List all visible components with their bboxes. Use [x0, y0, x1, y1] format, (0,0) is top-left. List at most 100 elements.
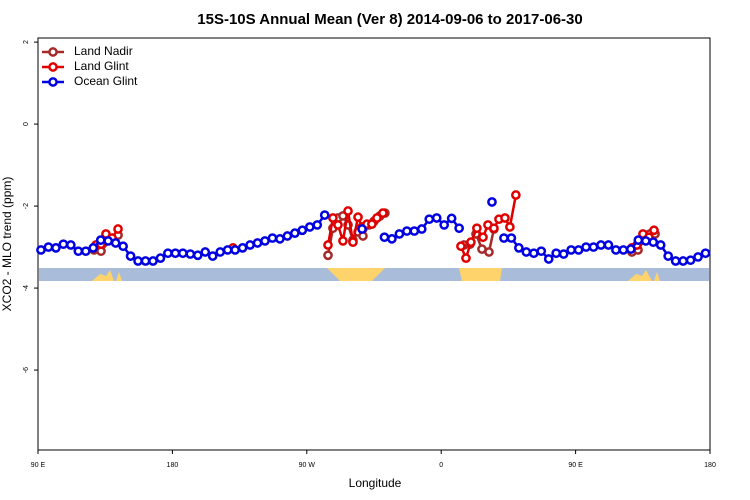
data-point [80, 246, 91, 257]
data-point [446, 213, 457, 224]
data-point [333, 220, 343, 230]
y-tick-label: -4 [23, 285, 30, 291]
data-point [573, 245, 584, 255]
data-point [357, 224, 367, 234]
data-point [439, 220, 450, 230]
x-tick-label: 180 [704, 462, 716, 469]
x-axis-label: Longitude [349, 476, 402, 490]
data-point [338, 236, 348, 246]
data-point [581, 242, 591, 252]
data-point [200, 247, 211, 257]
legend-label: Ocean Glint [74, 74, 138, 88]
data-point [500, 213, 510, 223]
legend-swatch-point [48, 47, 58, 57]
data-point [230, 245, 240, 255]
data-point [514, 243, 524, 253]
y-axis-label: XCO2 - MLO trend (ppm) [0, 177, 14, 312]
data-point [394, 229, 405, 239]
data-point [237, 243, 248, 253]
data-point [409, 226, 420, 236]
y-tick-label: -2 [23, 203, 30, 209]
data-point [66, 240, 76, 250]
y-tick-label: 0 [23, 122, 30, 126]
data-point [424, 214, 435, 225]
data-point [640, 236, 651, 246]
legend-swatch-point [48, 77, 58, 87]
x-tick-label: 90 E [568, 462, 583, 469]
data-point [222, 245, 233, 255]
data-point [133, 256, 143, 266]
data-point [648, 237, 659, 248]
data-point [192, 250, 203, 261]
legend-swatch-point [48, 62, 58, 72]
data-point [110, 238, 121, 248]
map-strip [39, 268, 709, 281]
data-point [678, 256, 688, 266]
data-point [372, 213, 382, 223]
data-point [499, 233, 509, 243]
data-point [387, 234, 397, 244]
data-point [461, 253, 471, 263]
data-point [693, 252, 703, 262]
data-point [353, 212, 363, 222]
data-point [304, 222, 315, 232]
data-point [663, 251, 674, 261]
plot-frame [37, 37, 711, 451]
data-point [505, 222, 515, 232]
data-point [103, 236, 114, 246]
data-point [633, 235, 644, 245]
legend-label: Land Glint [74, 59, 129, 73]
data-point [163, 248, 173, 259]
data-point [36, 245, 46, 255]
data-point [51, 243, 61, 253]
data-point [113, 224, 123, 234]
data-point [611, 245, 621, 255]
data-point [402, 226, 412, 236]
data-point [140, 256, 151, 266]
data-point [275, 234, 285, 244]
data-point [328, 213, 338, 223]
data-point [252, 238, 263, 248]
data-point [543, 254, 554, 264]
data-point [603, 240, 614, 250]
data-point [454, 223, 464, 234]
data-point [58, 239, 69, 250]
data-point [215, 247, 226, 257]
data-point [155, 253, 166, 263]
data-point [558, 249, 569, 259]
land-strip [654, 272, 660, 281]
data-point [466, 237, 476, 248]
data-point [73, 246, 84, 257]
data-point [348, 237, 358, 248]
data-point [685, 255, 696, 266]
y-tick-label: -6 [23, 367, 30, 373]
data-point [323, 250, 333, 261]
data-point [528, 248, 539, 259]
data-point [478, 232, 488, 243]
data-point [484, 247, 494, 257]
land-strip [327, 268, 385, 281]
data-point [88, 243, 99, 253]
land-strip [459, 268, 502, 281]
data-point [521, 247, 532, 257]
x-tick-label: 180 [167, 462, 179, 469]
data-point [267, 233, 278, 243]
data-point [170, 248, 181, 259]
data-point [185, 249, 196, 259]
data-point [207, 251, 218, 261]
data-point [670, 256, 681, 266]
data-point [431, 213, 442, 223]
data-point [282, 231, 293, 241]
land-strip [92, 270, 114, 281]
data-point [489, 223, 499, 234]
legend-label: Land Nadir [74, 44, 133, 58]
data-point [43, 242, 54, 252]
data-point [379, 232, 390, 243]
data-point [416, 224, 427, 234]
data-point [367, 219, 377, 229]
data-point [178, 248, 188, 259]
data-point [700, 248, 711, 259]
data-point [618, 245, 629, 255]
data-point [456, 241, 466, 252]
